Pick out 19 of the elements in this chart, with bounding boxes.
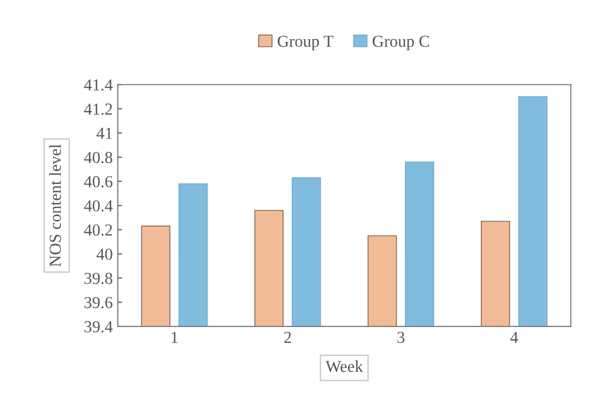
x-tick-label: 1	[172, 332, 178, 343]
y-tick-label: 40.4	[84, 200, 113, 212]
x-tick-label: 2	[284, 332, 291, 343]
legend-label: Group C	[372, 36, 429, 50]
x-axis-title: Week	[326, 360, 364, 372]
y-tick-label: 41.4	[84, 79, 113, 91]
y-tick-label: 39.8	[84, 272, 112, 284]
y-tick-label: 40.8	[84, 152, 112, 164]
legend-label: Group T	[278, 36, 334, 50]
y-tick-label: 40.2	[84, 224, 112, 236]
y-tick-label: 41	[96, 128, 112, 139]
y-tick-label: 40	[96, 248, 112, 260]
y-tick-label: 40.6	[84, 176, 112, 188]
x-tick-label: 3	[398, 332, 404, 344]
y-axis-title: NOS content level	[49, 144, 61, 267]
x-tick-label: 4	[510, 332, 518, 343]
y-tick-label: 39.4	[84, 321, 113, 332]
y-tick-label: 39.6	[84, 296, 112, 308]
y-tick-label: 41.2	[84, 104, 112, 115]
